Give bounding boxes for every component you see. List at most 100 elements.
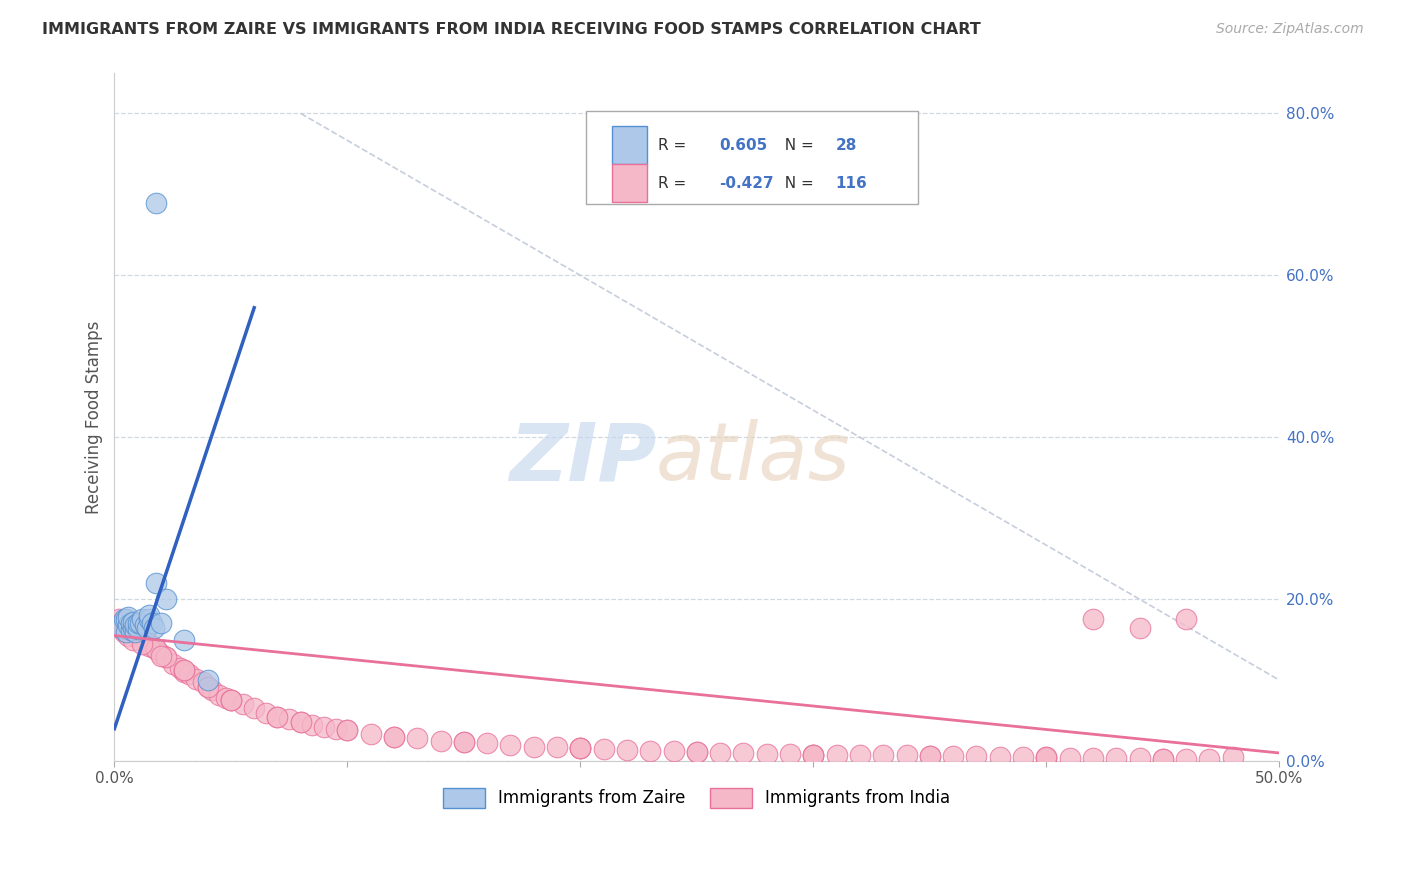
Point [122,620,145,634]
Point [124,624,146,639]
Point [117,610,139,624]
Point [1081,751,1104,765]
Point [219,693,242,707]
Text: ZIP: ZIP [509,419,657,498]
Point [150,616,173,631]
Point [117,629,139,643]
Point [110,618,132,632]
Point [173,632,195,647]
Point [801,747,824,762]
Point [290,715,312,730]
Point [801,747,824,762]
Text: N =: N = [775,176,824,191]
Point [110,620,132,634]
Point [1105,751,1128,765]
Point [120,623,142,637]
Point [122,620,145,634]
Point [138,612,160,626]
Point [1222,750,1244,764]
Point [115,624,138,639]
Y-axis label: Receiving Food Stamps: Receiving Food Stamps [86,320,103,514]
Point [382,730,405,744]
Text: R =: R = [658,137,696,153]
Point [523,739,546,754]
Point [360,727,382,741]
Point [143,640,166,655]
Point [127,622,149,636]
Point [477,736,499,750]
FancyBboxPatch shape [586,111,918,203]
Text: 0.605: 0.605 [718,137,768,153]
Point [1012,750,1035,764]
Point [127,616,149,631]
Point [150,647,173,661]
Point [112,624,135,639]
Point [243,701,266,715]
Text: N =: N = [775,137,824,153]
Point [112,618,135,632]
Point [112,612,135,626]
Point [1059,751,1081,765]
Point [336,723,359,738]
Legend: Immigrants from Zaire, Immigrants from India: Immigrants from Zaire, Immigrants from I… [436,781,957,814]
Point [918,749,941,764]
Point [662,744,685,758]
Point [382,730,405,744]
Point [1128,751,1150,765]
Point [197,673,219,687]
Point [115,623,138,637]
Point [215,690,238,705]
Point [155,650,177,665]
Point [141,616,163,631]
Point [131,634,153,648]
Point [290,715,312,730]
Point [136,620,159,634]
Point [155,592,177,607]
Point [219,693,242,707]
Point [569,741,592,756]
Point [314,720,336,734]
Point [138,637,160,651]
Point [686,745,709,759]
Point [453,735,475,749]
Point [1035,750,1057,764]
Point [117,618,139,632]
Point [136,634,159,648]
Point [232,698,254,712]
Point [145,642,167,657]
Point [120,623,142,637]
Point [155,650,177,665]
Point [942,749,965,764]
Point [120,616,142,631]
Point [197,680,219,694]
Point [145,195,167,210]
Point [127,620,149,634]
Point [336,723,359,738]
Point [872,748,894,763]
Point [825,747,848,762]
Point [122,615,145,629]
Point [546,740,568,755]
Point [141,639,163,653]
Point [124,623,146,637]
Text: IMMIGRANTS FROM ZAIRE VS IMMIGRANTS FROM INDIA RECEIVING FOOD STAMPS CORRELATION: IMMIGRANTS FROM ZAIRE VS IMMIGRANTS FROM… [42,22,981,37]
Point [569,741,592,756]
Point [1152,752,1174,766]
Point [918,749,941,764]
Point [266,709,288,723]
Point [173,664,195,678]
Point [173,665,195,679]
Point [124,618,146,632]
Point [709,746,731,760]
Point [755,747,778,761]
Point [801,747,824,762]
Point [592,742,614,756]
Point [325,722,347,736]
Point [115,620,138,634]
Point [254,706,277,720]
Point [219,693,242,707]
Point [453,735,475,749]
Point [122,632,145,647]
Point [108,612,131,626]
Point [266,709,288,723]
